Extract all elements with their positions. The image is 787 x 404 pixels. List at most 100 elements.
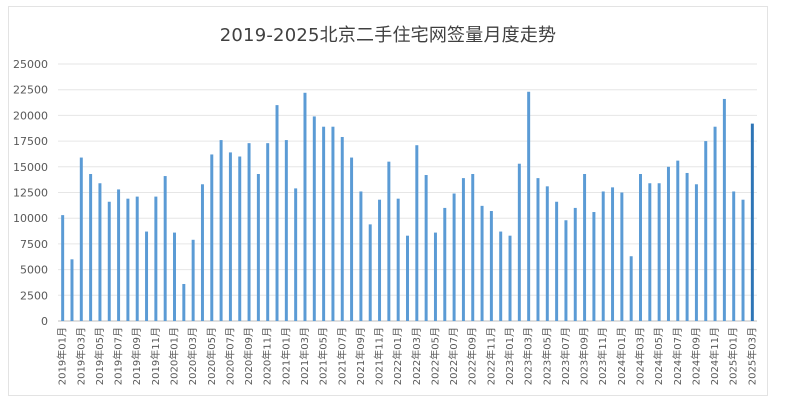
bar-2023年11月 (601, 191, 605, 321)
bar-2025年02月 (741, 199, 745, 321)
x-tick-label: 2023年09月 (578, 327, 591, 385)
bar-2023年12月 (611, 187, 615, 321)
y-tick-label: 15000 (13, 161, 48, 174)
x-tick-label: 2021年03月 (298, 327, 311, 385)
bar-2024年10月 (704, 141, 708, 321)
x-tick-label: 2024年05月 (652, 327, 665, 385)
bar-2023年10月 (592, 212, 596, 321)
bar-2020年06月 (219, 140, 223, 321)
x-tick-label: 2022年03月 (410, 327, 423, 385)
y-tick-label: 17500 (13, 135, 48, 148)
bar-2019年02月 (70, 259, 74, 321)
bar-2019年03月 (79, 157, 83, 321)
bar-2022年12月 (499, 231, 503, 321)
x-tick-label: 2025年01月 (727, 327, 740, 385)
x-tick-label: 2023年07月 (559, 327, 572, 385)
bar-2022年08月 (461, 178, 465, 321)
bar-2020年02月 (182, 283, 186, 321)
bar-2019年09月 (135, 196, 139, 321)
bar-2020年08月 (238, 156, 242, 321)
y-tick-label: 22500 (13, 84, 48, 97)
x-tick-label: 2019年05月 (93, 327, 106, 385)
bar-2024年11月 (713, 126, 717, 322)
bar-2021年07月 (340, 136, 344, 321)
bar-2019年07月 (117, 189, 121, 321)
y-tick-label: 10000 (13, 212, 48, 225)
bar-2019年08月 (126, 198, 130, 321)
x-tick-label: 2022年05月 (428, 327, 441, 385)
bar-2021年06月 (331, 126, 335, 322)
x-tick-label: 2020年11月 (261, 327, 274, 385)
x-tick-label: 2021年01月 (279, 327, 292, 385)
x-tick-label: 2021年09月 (354, 327, 367, 385)
x-tick-label: 2019年03月 (74, 327, 87, 385)
x-tick-label: 2021年07月 (335, 327, 348, 385)
bar-2022年01月 (396, 198, 400, 321)
bar-2021年04月 (312, 116, 316, 322)
x-tick-label: 2024年09月 (689, 327, 702, 385)
x-tick-label: 2019年01月 (56, 327, 69, 385)
bar-2024年07月 (676, 160, 680, 321)
y-tick-label: 2500 (20, 289, 48, 302)
bar-2023年09月 (583, 174, 587, 321)
bar-2023年06月 (555, 201, 559, 321)
bar-2021年01月 (284, 140, 288, 321)
bar-2021年12月 (387, 161, 391, 321)
bar-2024年05月 (657, 183, 661, 321)
x-tick-label: 2024年11月 (708, 327, 721, 385)
x-tick-label: 2020年05月 (205, 327, 218, 385)
bar-2020年09月 (247, 143, 251, 321)
bar-2022年04月 (424, 175, 428, 321)
bar-2021年11月 (378, 199, 382, 321)
bar-2023年02月 (517, 163, 521, 321)
bar-2025年03月 (750, 123, 754, 322)
bar-2024年12月 (722, 98, 726, 321)
x-tick-label: 2023年05月 (540, 327, 553, 385)
bar-2020年10月 (256, 174, 260, 321)
bar-2021年10月 (368, 224, 372, 321)
bar-2023年03月 (527, 91, 531, 321)
y-tick-label: 0 (41, 315, 48, 328)
y-tick-label: 7500 (20, 238, 48, 251)
x-tick-label: 2023年11月 (596, 327, 609, 385)
bar-2023年05月 (545, 186, 549, 321)
bar-2024年02月 (629, 256, 633, 321)
bar-2021年03月 (303, 92, 307, 321)
x-tick-label: 2022年09月 (466, 327, 479, 385)
x-tick-label: 2021年11月 (373, 327, 386, 385)
y-tick-label: 12500 (13, 187, 48, 200)
bar-2022年11月 (489, 211, 493, 321)
bar-2024年08月 (685, 172, 689, 321)
bar-2024年01月 (620, 192, 624, 321)
x-tick-label: 2023年01月 (503, 327, 516, 385)
x-tick-label: 2024年03月 (634, 327, 647, 385)
x-tick-label: 2022年11月 (484, 327, 497, 385)
x-tick-label: 2024年07月 (671, 327, 684, 385)
bar-2019年10月 (145, 231, 149, 321)
x-tick-label: 2021年05月 (317, 327, 330, 385)
bar-2021年08月 (350, 157, 354, 321)
bar-2021年09月 (359, 191, 363, 321)
bar-2019年05月 (98, 183, 102, 321)
bar-2022年10月 (480, 205, 484, 321)
bar-2022年05月 (433, 232, 437, 321)
x-tick-label: 2022年01月 (391, 327, 404, 385)
bar-2022年06月 (443, 207, 447, 321)
y-tick-label: 20000 (13, 109, 48, 122)
x-tick-label: 2020年07月 (223, 327, 236, 385)
x-tick-label: 2019年11月 (149, 327, 162, 385)
bar-2022年02月 (406, 235, 409, 321)
bar-2019年01月 (61, 215, 65, 321)
x-tick-label: 2020年09月 (242, 327, 255, 385)
bar-2023年08月 (573, 207, 577, 321)
y-tick-label: 5000 (20, 264, 48, 277)
bar-2023年04月 (536, 178, 540, 321)
bar-2020年03月 (191, 239, 195, 321)
bar-2019年11月 (154, 196, 158, 321)
x-tick-label: 2025年03月 (745, 327, 758, 385)
y-tick-label: 25000 (13, 58, 48, 71)
bar-2024年04月 (648, 183, 652, 321)
bar-2019年06月 (107, 201, 111, 321)
bar-2023年07月 (564, 220, 568, 321)
